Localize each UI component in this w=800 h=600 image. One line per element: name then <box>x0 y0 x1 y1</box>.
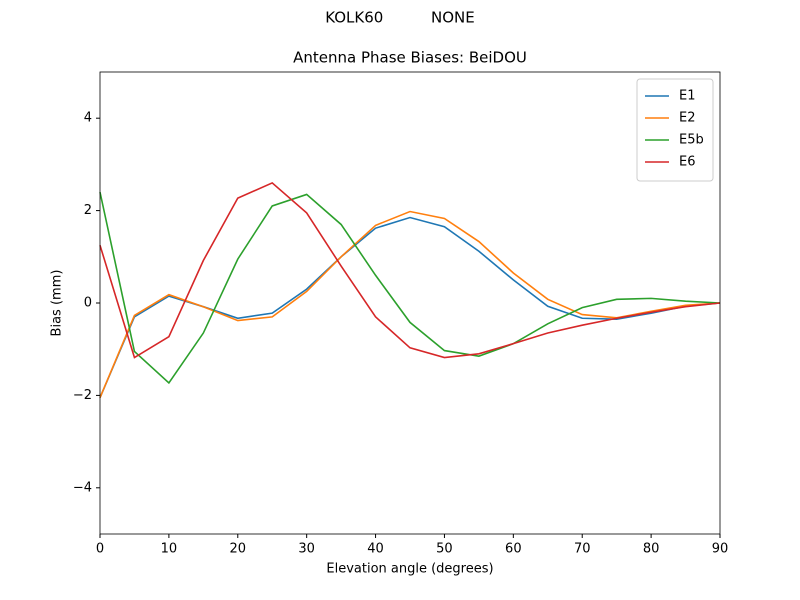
y-tick-label: −4 <box>73 480 92 495</box>
legend-label: E2 <box>679 111 696 126</box>
x-tick-label: 70 <box>574 542 591 557</box>
y-axis-label: Bias (mm) <box>50 270 65 337</box>
line-series <box>99 210 721 399</box>
legend-label: E5b <box>679 133 704 148</box>
suptitle: KOLK60 NONE <box>325 9 475 27</box>
x-tick-label: 30 <box>298 542 315 557</box>
chart-title: Antenna Phase Biases: BeiDOU <box>293 49 527 67</box>
x-tick-label: 40 <box>367 542 384 557</box>
legend-label: E1 <box>679 89 696 104</box>
y-tick-label: 4 <box>84 111 92 126</box>
line-series <box>99 191 721 385</box>
x-tick-label: 60 <box>505 542 522 557</box>
y-tick-label: −2 <box>73 388 92 403</box>
x-tick-label: 90 <box>712 542 729 557</box>
x-axis-label: Elevation angle (degrees) <box>326 562 493 577</box>
plot-frame <box>99 71 721 535</box>
x-tick-label: 80 <box>643 542 660 557</box>
x-tick-label: 10 <box>161 542 178 557</box>
y-tick-label: 2 <box>84 203 92 218</box>
legend-label: E6 <box>679 155 696 170</box>
x-tick-label: 50 <box>436 542 453 557</box>
legend-box <box>636 78 714 182</box>
line-series <box>99 216 721 399</box>
line-series <box>99 181 721 359</box>
x-tick-label: 20 <box>230 542 247 557</box>
y-tick-label: 0 <box>84 296 92 311</box>
x-tick-label: 0 <box>96 542 104 557</box>
